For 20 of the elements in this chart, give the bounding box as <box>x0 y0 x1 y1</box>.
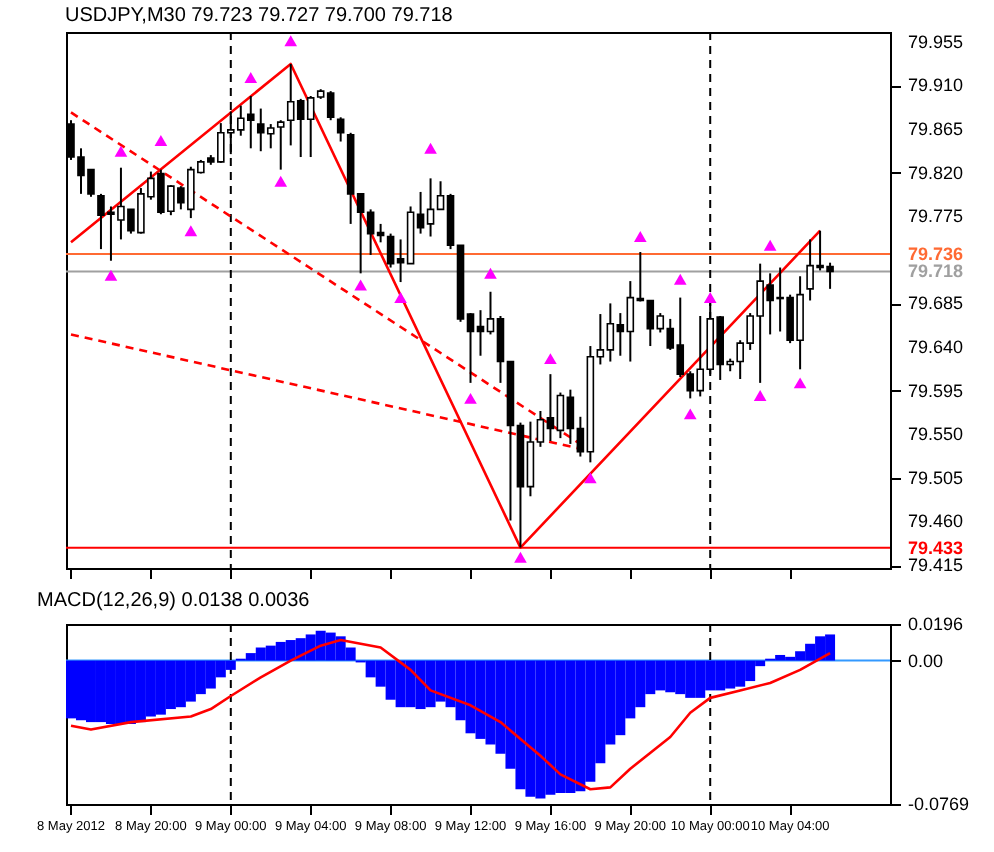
y-tick-label: 79.640 <box>908 337 964 358</box>
ref-line-label: 79.433 <box>908 537 964 558</box>
ref-line-label: 79.718 <box>908 261 964 282</box>
y-tick-label: -0.0769 <box>908 794 970 814</box>
y-tick-label: 79.775 <box>908 206 964 227</box>
chart-title: USDJPY,M30 79.723 79.727 79.700 79.718 <box>65 5 454 27</box>
y-tick-label: 79.910 <box>908 75 964 96</box>
ref-line-label: 79.736 <box>908 243 964 264</box>
y-tick-label: 79.415 <box>908 555 964 576</box>
y-tick-label: 79.685 <box>908 293 964 314</box>
y-tick-label: 79.505 <box>908 467 964 488</box>
y-tick-label: 79.460 <box>908 511 964 532</box>
y-tick-label: 79.820 <box>908 162 964 183</box>
y-tick-label: 0.0196 <box>908 614 964 634</box>
y-tick-label: 79.865 <box>908 118 964 139</box>
y-tick-label: 79.595 <box>908 380 964 401</box>
y-tick-label: 0.00 <box>908 650 944 671</box>
y-tick-label: 79.550 <box>908 424 964 445</box>
y-tick-label: 79.955 <box>908 31 964 52</box>
chart-title: MACD(12,26,9) 0.0138 0.0036 <box>37 590 311 612</box>
